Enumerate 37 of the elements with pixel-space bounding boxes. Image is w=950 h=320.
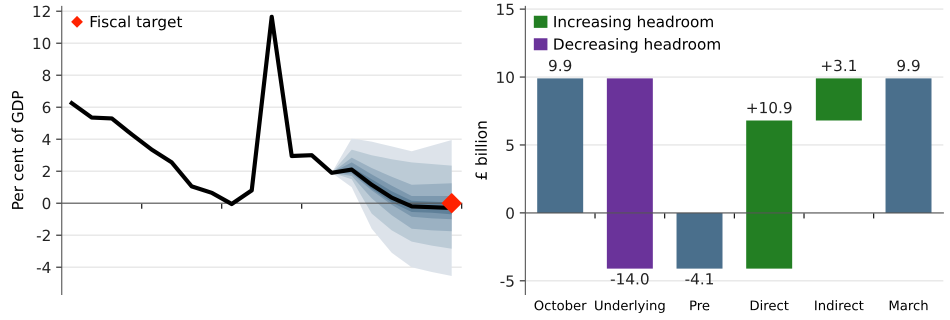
bar xyxy=(537,78,584,213)
y-tick-label: 15 xyxy=(497,4,514,16)
data-label: 9.9 xyxy=(548,60,572,72)
y-tick-label: -4 xyxy=(36,262,50,274)
y-axis-title: Per cent of GDP xyxy=(12,90,24,209)
y-tick-label: 0 xyxy=(506,207,514,219)
data-label: -14.0 xyxy=(610,273,649,285)
data-label: +10.9 xyxy=(747,102,792,114)
x-tick-label: Underlying xyxy=(595,300,665,313)
legend-label: Fiscal target xyxy=(90,16,182,30)
bar xyxy=(816,78,862,121)
y-tick-label: 8 xyxy=(42,70,50,82)
data-label: -4.1 xyxy=(685,273,714,284)
y-tick-label: 4 xyxy=(42,134,50,146)
y-axis-title: £ billion xyxy=(475,122,487,180)
y-tick-label: -5 xyxy=(500,275,514,287)
x-tick-label: Direct xyxy=(750,300,789,310)
y-tick-label: 2 xyxy=(42,166,50,178)
x-tick-label: Pre xyxy=(690,300,710,310)
x-tick-label: March xyxy=(890,300,928,310)
y-tick-label: 6 xyxy=(42,102,50,114)
y-tick-label: 12 xyxy=(34,6,50,18)
data-label: +3.1 xyxy=(822,60,856,72)
data-label: 9.9 xyxy=(897,60,920,72)
y-tick-label: -2 xyxy=(36,230,50,242)
bar xyxy=(676,212,723,269)
legend-label: Increasing headroom xyxy=(554,16,713,30)
bar xyxy=(606,78,653,269)
x-tick-label: October xyxy=(534,300,587,310)
y-tick-label: 10 xyxy=(497,72,514,84)
bar xyxy=(746,120,792,269)
y-tick-label: 5 xyxy=(506,140,514,151)
y-tick-label: 0 xyxy=(42,198,50,210)
y-tick-label: 10 xyxy=(34,38,50,50)
bar xyxy=(886,78,932,213)
x-tick-label: Indirect xyxy=(815,300,864,310)
legend-label: Decreasing headroom xyxy=(554,38,720,53)
